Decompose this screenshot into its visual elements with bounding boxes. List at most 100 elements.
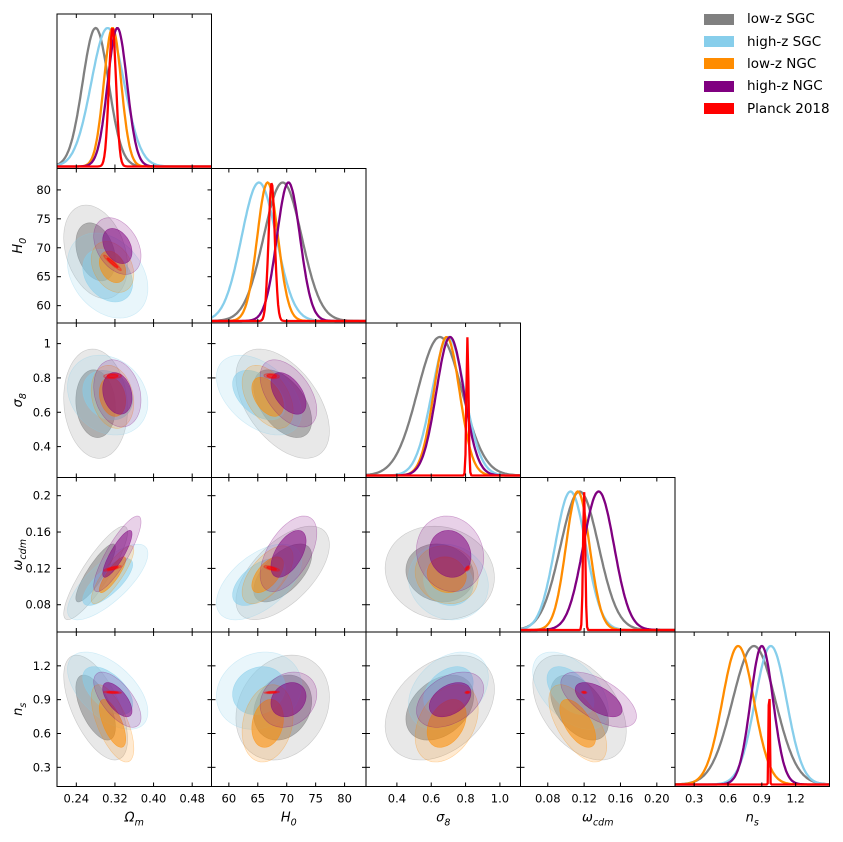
y-tick-label: 1.2	[33, 659, 51, 673]
contour-high-z-ngc	[102, 372, 133, 415]
y-axis-label: σ8	[11, 393, 29, 407]
x-tick-label: 1.2	[787, 792, 805, 806]
x-axis-label: Ωm	[124, 811, 144, 829]
legend-entry: high-z NGC	[704, 75, 830, 97]
y-axis-label: H0	[11, 238, 29, 254]
axis-symbol: n	[11, 708, 26, 716]
x-tick-label: 0.6	[422, 792, 440, 806]
y-tick-label: 0.12	[25, 561, 51, 575]
legend-swatch	[704, 36, 734, 48]
marginal-low-z-sgc	[211, 181, 366, 323]
contour-low-z-ngc	[559, 698, 596, 748]
marginal-high-z-sgc	[520, 490, 675, 632]
legend-label: low-z SGC	[747, 11, 815, 28]
y-tick-label: 0.16	[25, 525, 51, 539]
contour-panel	[384, 651, 495, 763]
x-tick-label: 0.4	[388, 792, 406, 806]
y-tick-label: 0.6	[33, 726, 51, 740]
contour-planck-2018	[265, 691, 277, 694]
marginal-high-z-ngc	[366, 335, 521, 477]
contour-panel	[384, 515, 495, 621]
y-axis-label: ωcdm	[11, 539, 29, 570]
legend-swatch	[704, 13, 734, 25]
contour-high-z-ngc	[428, 682, 472, 718]
axis-symbol: σ	[436, 811, 445, 826]
panel-frame	[674, 631, 830, 787]
contour-planck-2018	[581, 691, 587, 694]
x-tick-label: 0.8	[456, 792, 474, 806]
legend-entry: low-z SGC	[704, 8, 830, 30]
x-axis-label: ns	[746, 811, 759, 829]
y-tick-label: 0.4	[33, 440, 51, 454]
contour-planck-2018	[266, 373, 277, 379]
axis-symbol: H	[11, 244, 26, 254]
x-tick-label: 0.16	[608, 792, 634, 806]
contour-planck-2018	[106, 566, 120, 571]
legend-label: low-z NGC	[747, 55, 817, 72]
contour-panel	[216, 651, 330, 763]
axis-subscript: 8	[444, 818, 450, 829]
legend-swatch	[704, 80, 734, 92]
marginal-planck-2018	[675, 698, 830, 786]
axis-symbol: σ	[11, 398, 26, 407]
contour-planck-2018	[106, 691, 120, 694]
axis-subscript: s	[754, 818, 759, 829]
x-tick-label: 0.3	[685, 792, 703, 806]
axis-symbol: ω	[582, 811, 593, 826]
contour-panel	[63, 515, 149, 621]
y-tick-label: 0.2	[33, 489, 51, 503]
x-tick-label: 0.24	[64, 792, 90, 806]
axis-symbol: H	[281, 811, 291, 826]
contour-planck-2018	[465, 691, 470, 694]
marginal-low-z-ngc	[520, 490, 675, 632]
contour-planck-2018	[465, 566, 470, 571]
x-axis-label: ωcdm	[582, 811, 613, 829]
x-tick-label: 0.08	[535, 792, 561, 806]
x-tick-label: 65	[250, 792, 265, 806]
marginal-high-z-sgc	[675, 644, 830, 786]
legend-label: Planck 2018	[747, 100, 830, 117]
contour-high-z-ngc	[574, 682, 623, 718]
y-tick-label: 75	[36, 212, 51, 226]
marginal-planck-2018	[520, 492, 675, 632]
y-tick-label: 60	[36, 299, 51, 313]
y-tick-label: 0.9	[33, 693, 51, 707]
marginal-panel	[366, 335, 521, 477]
marginal-low-z-sgc	[366, 335, 521, 477]
legend-label: high-z NGC	[747, 78, 823, 95]
y-tick-label: 80	[36, 183, 51, 197]
y-tick-label: 0.08	[25, 598, 51, 612]
axis-subscript: cdm	[18, 539, 29, 560]
axis-subscript: 0	[291, 818, 297, 829]
contour-panel	[216, 348, 330, 459]
marginal-panel	[57, 26, 212, 168]
x-tick-label: 60	[222, 792, 237, 806]
marginal-low-z-ngc	[211, 181, 366, 323]
legend-label: high-z SGC	[747, 33, 822, 50]
legend-swatch	[704, 103, 734, 115]
contour-panel	[63, 651, 149, 763]
y-tick-label: 0.3	[33, 760, 51, 774]
contour-panel	[532, 651, 637, 763]
contour-planck-2018	[106, 257, 119, 269]
legend-entry: high-z SGC	[704, 30, 830, 52]
marginal-panel	[520, 490, 675, 632]
axis-subscript: m	[135, 818, 144, 829]
marginal-low-z-sgc	[675, 644, 830, 786]
x-tick-label: 0.6	[719, 792, 737, 806]
legend: low-z SGC high-z SGC low-z NGC high-z NG…	[704, 8, 830, 120]
legend-swatch	[704, 58, 734, 70]
axis-subscript: 8	[18, 393, 29, 399]
marginal-planck-2018	[57, 28, 212, 168]
x-tick-label: 0.48	[179, 792, 205, 806]
x-tick-label: 0.9	[753, 792, 771, 806]
y-axis-label: ns	[11, 703, 29, 716]
contour-high-z-ngc	[270, 682, 307, 718]
x-axis-label: σ8	[436, 811, 450, 829]
y-tick-label: 65	[36, 270, 51, 284]
contour-high-z-ngc	[270, 372, 307, 415]
legend-entry: low-z NGC	[704, 53, 830, 75]
marginal-low-z-sgc	[57, 26, 212, 168]
contour-high-z-ngc	[102, 228, 133, 264]
y-tick-label: 70	[36, 241, 51, 255]
